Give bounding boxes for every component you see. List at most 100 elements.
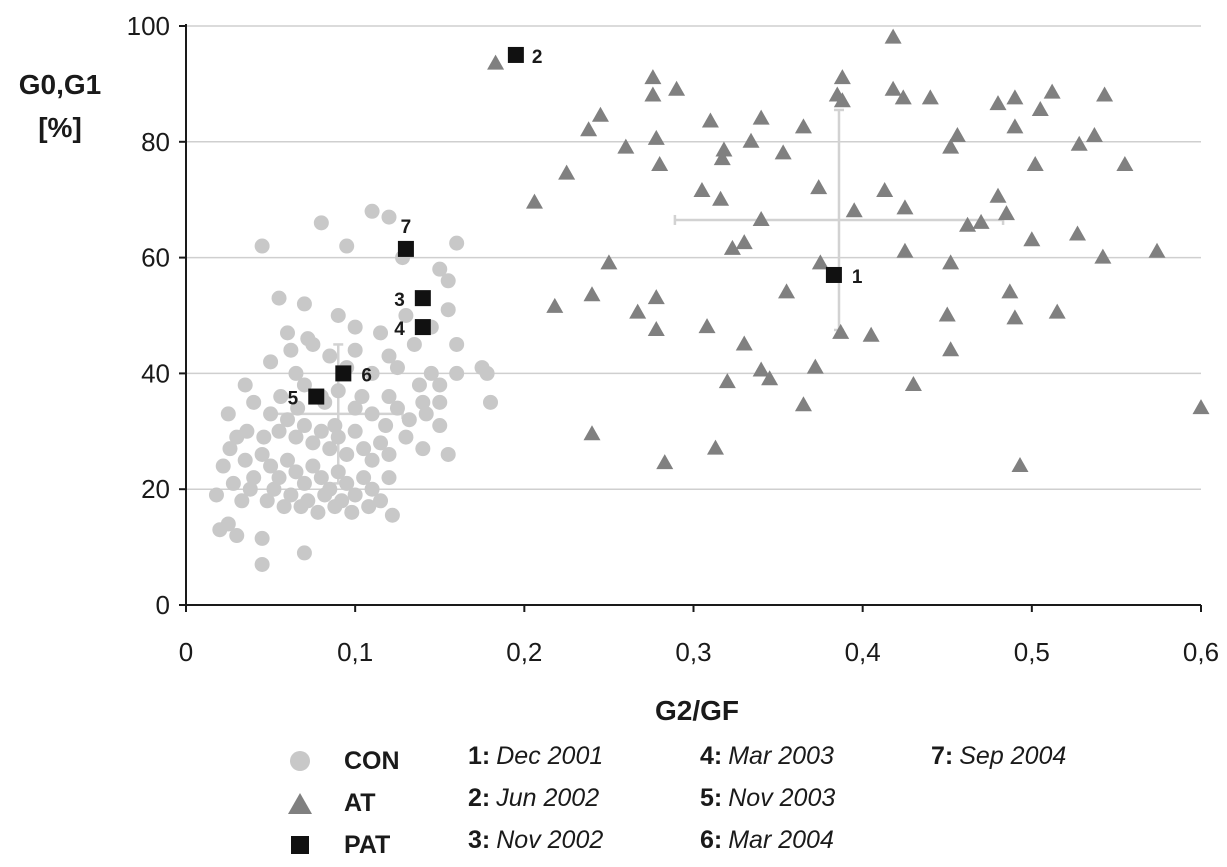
- con-point: [256, 429, 272, 445]
- square-marker-icon: [280, 830, 320, 860]
- at-point: [1096, 86, 1114, 102]
- con-point: [222, 441, 238, 457]
- con-point: [440, 446, 456, 462]
- at-point: [647, 320, 665, 336]
- at-point: [896, 242, 914, 258]
- at-point: [942, 254, 960, 270]
- con-point: [237, 452, 253, 468]
- at-point: [948, 127, 966, 143]
- at-point: [811, 254, 829, 270]
- at-point: [832, 323, 850, 339]
- con-point: [384, 507, 400, 523]
- con-point: [254, 556, 270, 572]
- con-point: [347, 423, 363, 439]
- con-point: [364, 406, 380, 422]
- at-point: [723, 239, 741, 255]
- at-point: [647, 129, 665, 145]
- circle-marker-icon: [280, 746, 320, 776]
- con-point: [246, 470, 262, 486]
- con-point: [263, 354, 279, 370]
- con-point: [373, 435, 389, 451]
- at-point: [1070, 135, 1088, 151]
- con-point: [344, 504, 360, 520]
- y-tick-label: 100: [127, 11, 170, 41]
- y-tick-label: 0: [156, 590, 170, 620]
- con-point: [288, 429, 304, 445]
- pat-point: [507, 46, 524, 63]
- at-point: [972, 213, 990, 229]
- x-tick-label: 0,4: [845, 637, 881, 667]
- con-point: [381, 209, 397, 225]
- con-point: [239, 423, 255, 439]
- pat-point-label: 5: [288, 389, 299, 410]
- at-point: [735, 234, 753, 250]
- at-point: [617, 138, 635, 154]
- pat-point-label: 6: [361, 365, 372, 386]
- at-point: [1192, 399, 1210, 415]
- at-point: [942, 138, 960, 154]
- at-point: [600, 254, 618, 270]
- con-point: [254, 530, 270, 546]
- con-point: [432, 261, 448, 277]
- legend-item-at: AT: [280, 782, 440, 824]
- con-point: [290, 400, 306, 416]
- at-point: [833, 92, 851, 108]
- legend-label: AT: [344, 788, 376, 817]
- legend-item-pat: PAT: [280, 824, 440, 866]
- con-point: [334, 493, 350, 509]
- con-point: [271, 423, 287, 439]
- con-point: [432, 418, 448, 434]
- at-point: [591, 106, 609, 122]
- axes: [179, 24, 1202, 612]
- con-point: [401, 412, 417, 428]
- con-point: [398, 308, 414, 323]
- at-point: [698, 318, 716, 334]
- con-point: [266, 481, 282, 497]
- at-point: [884, 28, 902, 44]
- con-point: [263, 406, 279, 422]
- at-point: [997, 205, 1015, 221]
- con-point: [378, 418, 394, 434]
- con-point: [242, 481, 258, 497]
- legend-dates: 1: Dec 2001 2: Jun 2002 3: Nov 2002 4: Mar 2…: [468, 740, 1168, 865]
- y-axis-title-line1: G0,G1: [19, 69, 101, 100]
- con-point: [330, 308, 346, 323]
- con-point: [339, 238, 355, 254]
- at-point: [583, 425, 601, 441]
- at-point: [904, 375, 922, 391]
- con-point: [296, 296, 312, 312]
- con-point: [389, 400, 405, 416]
- at-point: [1094, 248, 1112, 264]
- date-item-4: 4: Mar 2003: [700, 742, 834, 770]
- date-item-3: 3: Nov 2002: [468, 826, 604, 854]
- con-point: [373, 325, 389, 341]
- pat-point: [414, 319, 431, 336]
- at-point: [959, 216, 977, 232]
- con-point: [398, 429, 414, 445]
- x-axis-title: G2/GF: [655, 695, 739, 726]
- con-point: [313, 423, 329, 439]
- pat-point: [397, 240, 414, 257]
- at-point: [778, 283, 796, 299]
- at-point: [1085, 127, 1103, 143]
- con-point: [440, 302, 456, 318]
- at-point: [580, 121, 598, 137]
- con-point: [296, 545, 312, 561]
- con-point: [229, 528, 245, 544]
- con-point: [280, 452, 295, 468]
- con-point: [381, 470, 397, 486]
- con-point: [271, 290, 287, 306]
- con-point: [423, 365, 439, 381]
- con-point: [415, 441, 431, 457]
- con-point: [364, 452, 380, 468]
- at-point: [1031, 100, 1049, 116]
- gridlines: [186, 25, 1201, 490]
- at-point: [752, 361, 770, 377]
- con-point: [330, 429, 346, 445]
- at-point: [845, 202, 863, 218]
- con-point: [415, 394, 431, 410]
- at-point: [1006, 118, 1024, 134]
- con-point: [327, 418, 343, 434]
- at-point: [761, 370, 779, 386]
- con-point: [330, 383, 346, 399]
